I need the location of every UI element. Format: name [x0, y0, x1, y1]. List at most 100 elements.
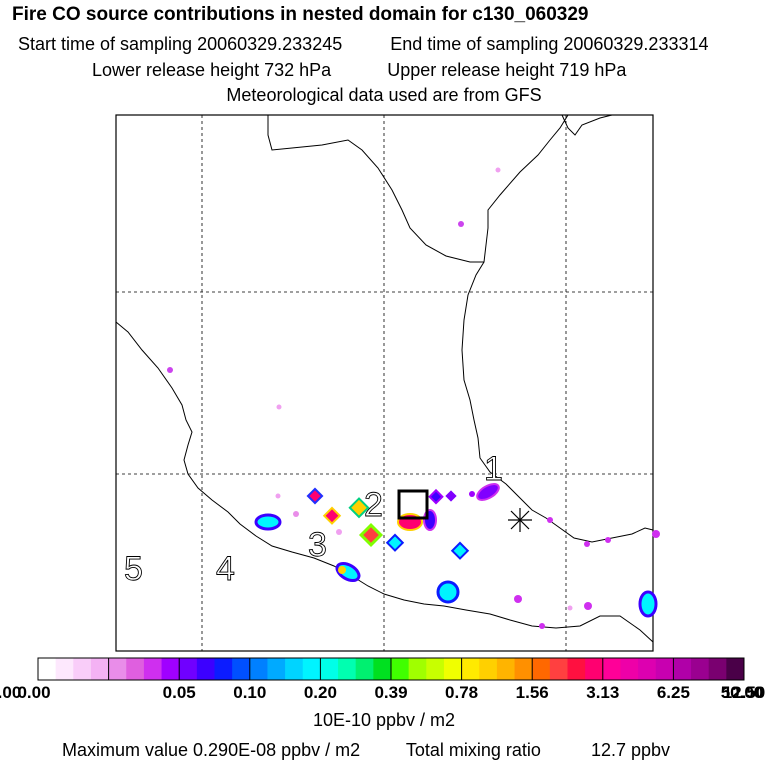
colorbar-swatch: [391, 658, 410, 680]
colorbar-swatch: [196, 658, 215, 680]
colorbar-tick-label: 50.00: [721, 683, 764, 702]
colorbar-swatch: [673, 658, 692, 680]
colorbar-swatch: [496, 658, 516, 680]
region-label-2: 2: [364, 486, 383, 524]
colorbar-swatch: [726, 658, 745, 680]
source-cell: [539, 623, 545, 629]
colorbar-swatch: [408, 658, 427, 680]
source-cell: [450, 541, 470, 560]
source-cell: [436, 580, 460, 604]
colorbar-swatch: [126, 658, 145, 680]
colorbar-tick-label: 12.50: [723, 683, 766, 702]
source-cell: [338, 566, 346, 574]
source-cell: [458, 221, 464, 227]
source-cell: [652, 530, 660, 538]
source-cell: [605, 537, 611, 543]
source-cell: [547, 517, 553, 523]
region-label-1: 1: [484, 450, 503, 488]
coastline-yucatan: [561, 114, 613, 136]
max-value-label: Maximum value 0.290E-08 ppbv / m2: [62, 740, 361, 760]
footer-stats: Maximum value 0.290E-08 ppbv / m2 Total …: [62, 740, 670, 761]
colorbar-swatch: [691, 658, 710, 680]
source-cell: [275, 493, 281, 499]
colorbar-swatch: [267, 658, 286, 680]
colorbar-tick-label: 0.39: [374, 683, 407, 702]
chart-title: Fire CO source contributions in nested d…: [12, 4, 589, 25]
sampling-times: Start time of sampling 20060329.233245 E…: [18, 34, 709, 55]
colorbar-swatch: [302, 658, 321, 680]
colorbar-tick-label: 25.00: [0, 683, 21, 702]
colorbar-swatch: [338, 658, 357, 680]
source-cell: [336, 529, 342, 535]
colorbar-swatch: [38, 658, 57, 680]
source-cell: [584, 541, 590, 547]
map-plot: 1 2 3 4 5: [115, 114, 660, 652]
colorbar-swatch: [108, 658, 127, 680]
source-cell: [385, 533, 405, 552]
start-time-label: Start time of sampling 20060329.233245: [18, 34, 343, 54]
colorbar-swatch: [655, 658, 674, 680]
colorbar-swatch: [514, 658, 533, 680]
source-cell: [445, 490, 457, 502]
source-cell: [276, 404, 282, 410]
colorbar-swatch: [355, 658, 374, 680]
colorbar-swatch: [55, 658, 74, 680]
source-cell: [469, 491, 475, 497]
map-frame: [115, 114, 654, 652]
colorbar-swatch: [285, 658, 304, 680]
colorbar: 0.00 0.05 0.10 0.20 0.39 0.78 1.56 3.13 6.25 12.5…: [0, 657, 766, 702]
map-grid: [116, 115, 653, 651]
colorbar-tick-label: 0.00: [17, 683, 50, 702]
source-cell: [167, 367, 173, 373]
total-mixing-label: Total mixing ratio: [405, 740, 541, 760]
upper-release-label: Upper release height 719 hPa: [387, 60, 627, 80]
source-cell: [638, 590, 658, 618]
source-cell: [495, 167, 501, 173]
source-cell: [476, 483, 500, 501]
colorbar-swatch: [708, 658, 727, 680]
colorbar-swatch: [620, 658, 639, 680]
source-cell: [584, 602, 592, 610]
colorbar-swatch: [479, 658, 498, 680]
colorbar-tick-label: 0.05: [163, 683, 196, 702]
colorbar-swatch: [373, 658, 392, 680]
colorbar-swatch: [602, 658, 621, 680]
met-data-label: Meteorological data used are from GFS: [226, 85, 542, 105]
colorbar-swatch: [320, 658, 339, 680]
colorbar-swatch: [179, 658, 198, 680]
source-cell: [254, 513, 282, 531]
colorbar-swatch: [426, 658, 445, 680]
colorbar-swatch: [214, 658, 233, 680]
colorbar-swatch: [461, 658, 480, 680]
coastline-gulf-south: [461, 261, 654, 543]
region-label-5: 5: [124, 550, 143, 588]
colorbar-tick-label: 3.13: [586, 683, 619, 702]
colorbar-swatch: [549, 658, 568, 680]
colorbar-tick-label: 0.10: [233, 683, 266, 702]
colorbar-frame: [37, 657, 745, 681]
colorbar-swatch: [73, 658, 92, 680]
colorbar-units: 10E-10 ppbv / m2: [312, 710, 456, 730]
source-cell: [348, 497, 370, 519]
colorbar-swatch: [161, 658, 180, 680]
colorbar-swatch: [638, 658, 657, 680]
region-label-4: 4: [216, 550, 235, 588]
lower-release-label: Lower release height 732 hPa: [92, 60, 332, 80]
colorbar-tick-label: 1.56: [516, 683, 549, 702]
source-cell: [428, 488, 444, 505]
receptor-asterisk: [508, 508, 532, 532]
colorbar-tick-label: 0.78: [445, 683, 478, 702]
source-cell: [306, 487, 324, 505]
source-cell: [514, 595, 522, 603]
source-cell: [358, 522, 384, 548]
total-mixing-value: 12.7 ppbv: [590, 740, 671, 760]
region-label-3: 3: [308, 526, 327, 564]
region-labels: 1 2 3 4 5: [124, 450, 504, 589]
coastline: [115, 114, 654, 643]
colorbar-swatch: [232, 658, 251, 680]
release-heights: Lower release height 732 hPa Upper relea…: [92, 60, 626, 81]
colorbar-tick-label: 6.25: [657, 683, 690, 702]
source-cell: [567, 605, 573, 611]
coastline-pacific: [115, 321, 654, 643]
colorbar-swatch: [532, 658, 551, 680]
